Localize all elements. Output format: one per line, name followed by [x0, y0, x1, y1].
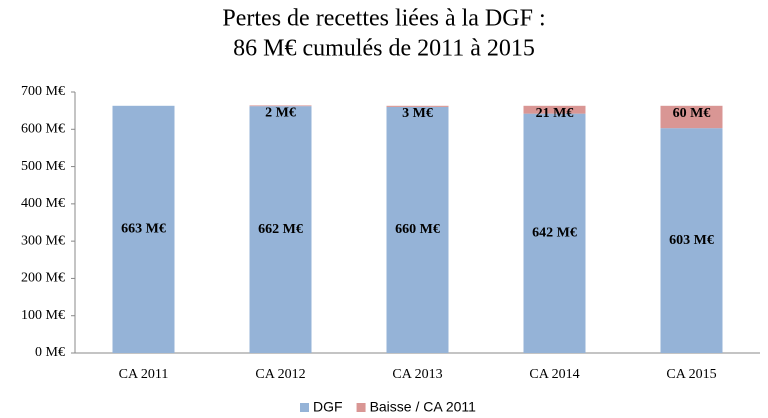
data-label: 60 M€: [673, 106, 711, 121]
bar-segment: [249, 105, 312, 107]
x-tick-label: CA 2013: [392, 367, 442, 382]
y-tick-label: 700 M€: [21, 84, 65, 99]
y-tick-label: 100 M€: [21, 308, 65, 323]
bar-segment: [386, 106, 449, 354]
x-tick-label: CA 2011: [119, 367, 169, 382]
y-tick-label: 600 M€: [21, 122, 65, 137]
x-tick-label: CA 2014: [529, 367, 579, 382]
x-tick-label: CA 2015: [666, 367, 716, 382]
legend-label: Baisse / CA 2011: [370, 399, 477, 415]
data-label: 642 M€: [532, 226, 577, 241]
data-label: 603 M€: [669, 233, 714, 248]
legend-swatch: [356, 403, 366, 412]
bar-segment: [660, 128, 723, 353]
data-label: 660 M€: [395, 222, 440, 237]
y-tick-label: 0 M€: [35, 345, 65, 360]
chart-title: Pertes de recettes liées à la DGF :: [222, 6, 545, 32]
data-label: 663 M€: [121, 222, 166, 237]
bar-segment: [660, 105, 723, 129]
bar-segment: [386, 105, 449, 107]
bar-segment: [249, 106, 312, 353]
data-label: 3 M€: [402, 106, 433, 121]
bar-segment: [523, 105, 586, 114]
bar-segment: [112, 105, 175, 353]
legend-label: DGF: [313, 399, 343, 415]
data-label: 2 M€: [265, 106, 296, 121]
x-tick-label: CA 2012: [255, 367, 305, 382]
data-label: 21 M€: [536, 106, 574, 121]
y-tick-label: 500 M€: [21, 159, 65, 174]
bar-segment: [523, 113, 586, 353]
data-label: 662 M€: [258, 222, 303, 237]
chart-subtitle: 86 M€ cumulés de 2011 à 2015: [233, 36, 535, 62]
y-tick-label: 400 M€: [21, 196, 65, 211]
legend-swatch: [300, 403, 309, 412]
y-tick-label: 300 M€: [21, 233, 65, 248]
y-tick-label: 200 M€: [21, 271, 65, 286]
